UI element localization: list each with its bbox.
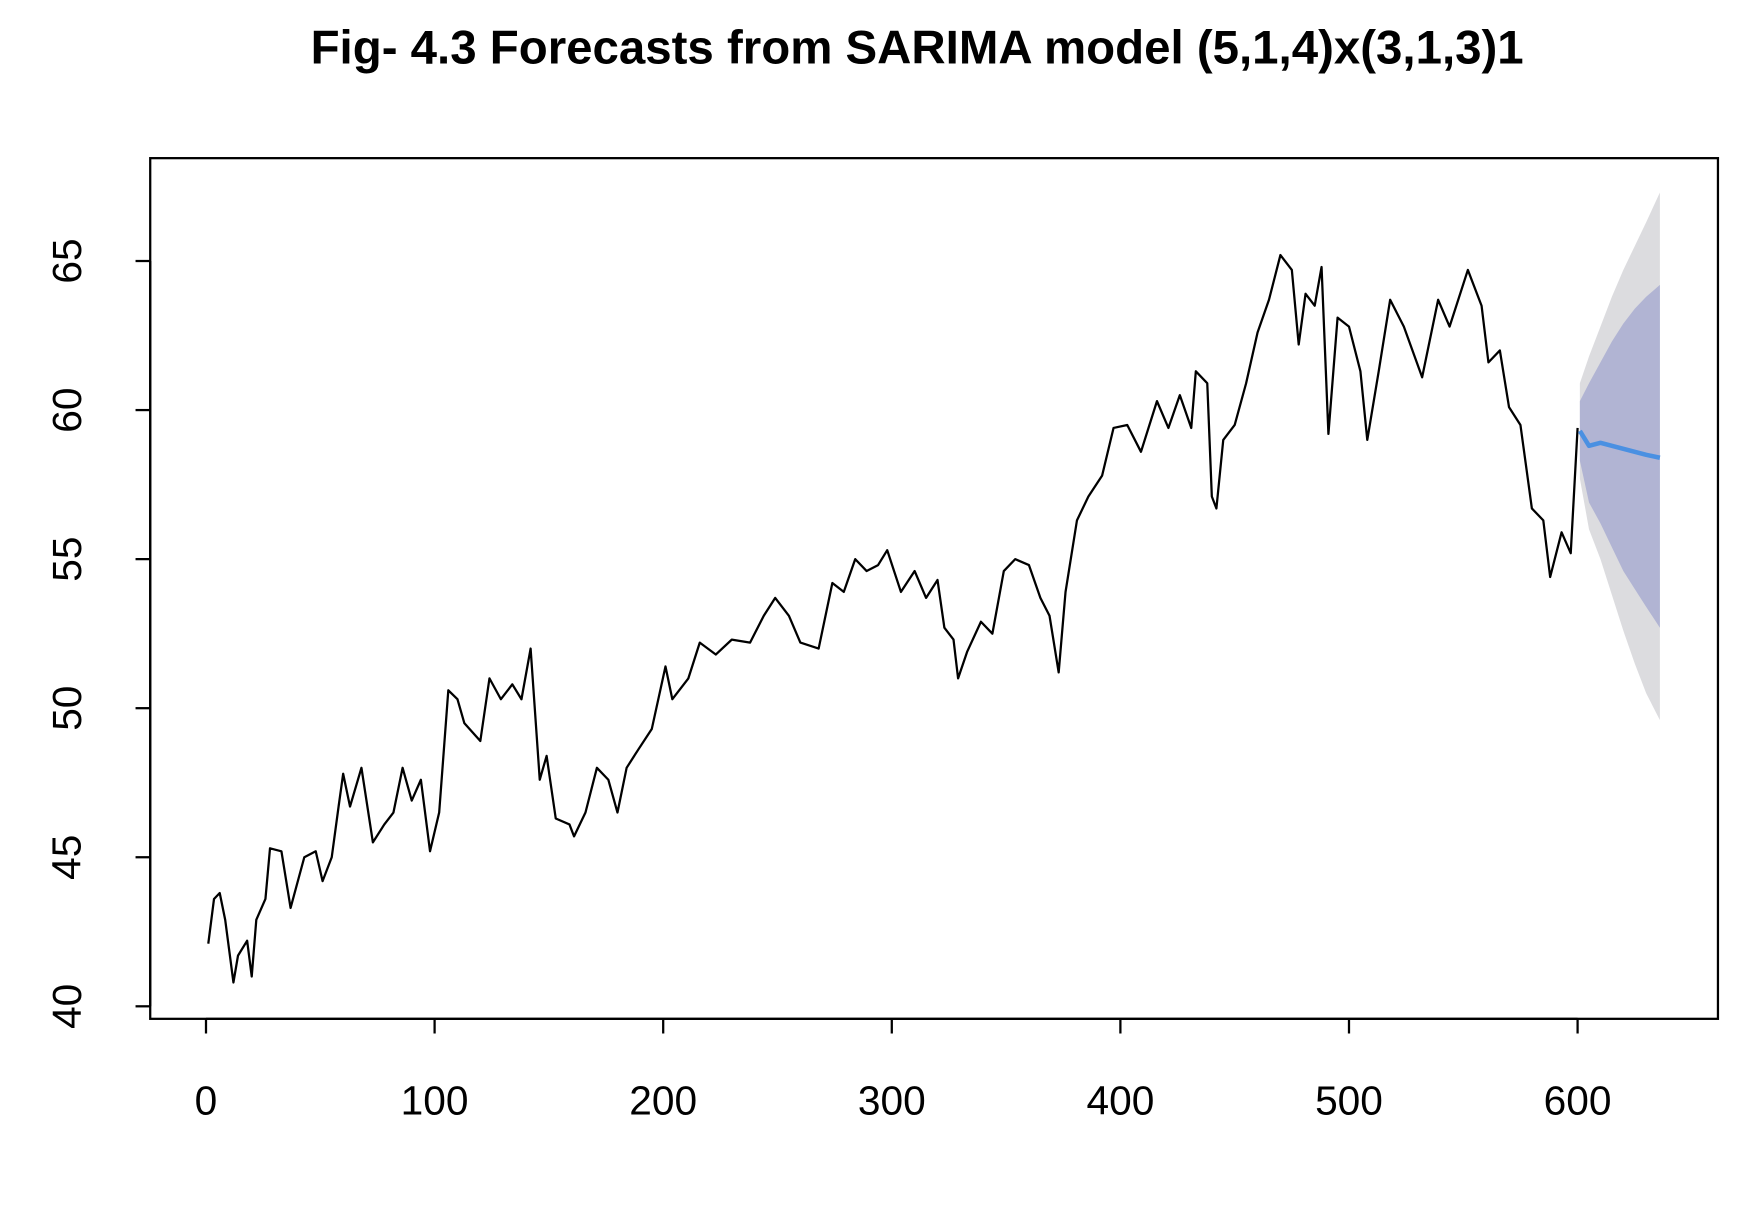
y-tick-label: 60: [44, 387, 90, 432]
chart-title: Fig- 4.3 Forecasts from SARIMA model (5,…: [311, 21, 1524, 74]
y-tick-label: 40: [44, 984, 90, 1029]
x-tick-label: 400: [1086, 1077, 1154, 1123]
plot-area: 0 100 200 300 400 500 600 40 45 50 55 60 65: [44, 192, 1661, 1123]
x-tick-label: 600: [1544, 1077, 1612, 1123]
y-tick-label: 65: [44, 238, 90, 283]
plot-frame: [149, 157, 1720, 1020]
forecast-interval: [1579, 284, 1660, 628]
x-tick-label: 200: [629, 1077, 697, 1123]
x-tick-label: 0: [195, 1077, 218, 1123]
forecast-line: [1577, 429, 1661, 460]
y-tick-label: 45: [44, 835, 90, 880]
x-tick-label: 100: [401, 1077, 469, 1123]
x-tick-label: 500: [1315, 1077, 1383, 1123]
series-line: [207, 253, 1579, 984]
y-tick-label: 50: [44, 686, 90, 731]
y-tick-label: 55: [44, 537, 90, 582]
x-tick-label: 300: [858, 1077, 926, 1123]
